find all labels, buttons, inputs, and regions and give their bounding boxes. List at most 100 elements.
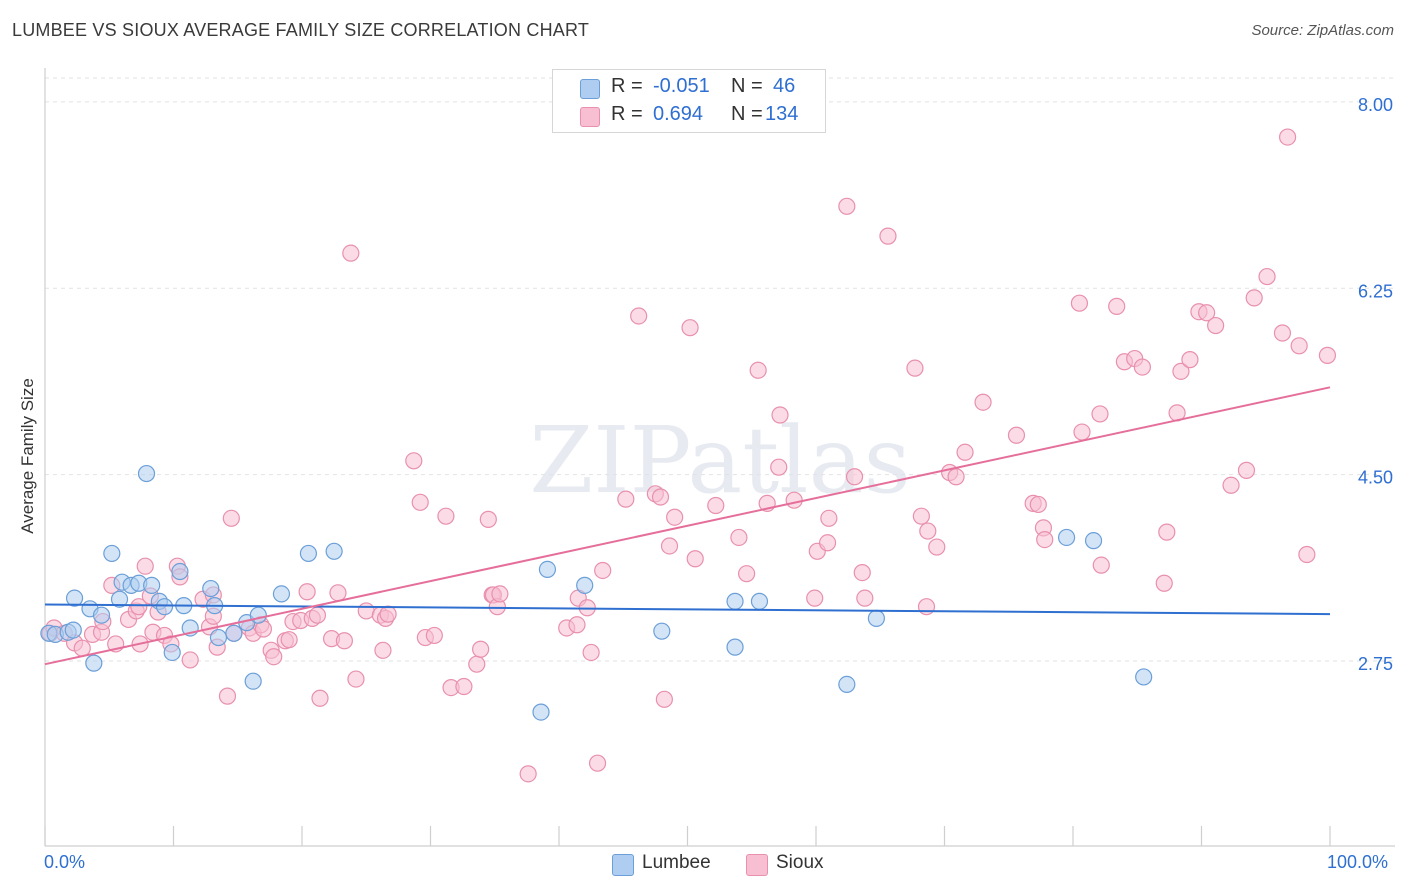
data-point-sioux xyxy=(838,197,856,215)
data-point-sioux xyxy=(1158,523,1176,541)
data-point-sioux xyxy=(130,598,148,616)
data-point-sioux xyxy=(707,496,725,515)
x-tick-label-max: 100.0% xyxy=(1327,852,1389,872)
data-point-lumbee xyxy=(867,609,885,627)
data-point-sioux xyxy=(771,406,789,424)
data-point-sioux xyxy=(379,605,397,623)
lumbee-swatch xyxy=(580,79,600,99)
data-point-sioux xyxy=(856,589,874,607)
data-point-lumbee xyxy=(64,621,82,639)
data-point-lumbee xyxy=(137,464,156,483)
data-point-sioux xyxy=(347,670,365,688)
data-point-sioux xyxy=(1133,358,1151,376)
lumbee-legend-swatch xyxy=(612,854,634,876)
lumbee-r-value: -0.051 xyxy=(653,75,710,97)
data-point-sioux xyxy=(879,227,897,245)
data-point-sioux xyxy=(280,631,298,649)
data-point-sioux xyxy=(919,522,937,540)
data-point-sioux xyxy=(1029,495,1047,514)
data-point-sioux xyxy=(853,563,871,582)
data-point-lumbee xyxy=(103,544,121,563)
data-point-sioux xyxy=(630,307,648,325)
data-point-sioux xyxy=(298,583,316,601)
data-point-sioux xyxy=(491,585,509,603)
data-point-sioux xyxy=(594,561,612,580)
data-point-sioux xyxy=(1092,556,1110,574)
data-point-sioux xyxy=(1036,530,1054,549)
data-point-sioux xyxy=(1318,346,1337,364)
data-point-sioux xyxy=(136,557,154,575)
data-point-sioux xyxy=(947,468,965,486)
data-point-sioux xyxy=(617,490,635,508)
y-tick-label: 2.75 xyxy=(1358,654,1393,674)
data-point-sioux xyxy=(411,493,429,511)
data-point-sioux xyxy=(265,648,283,666)
data-point-lumbee xyxy=(838,675,856,694)
data-point-lumbee xyxy=(155,598,174,616)
data-point-sioux xyxy=(730,528,748,547)
data-point-sioux xyxy=(928,538,946,556)
data-point-lumbee xyxy=(249,606,267,624)
data-point-lumbee xyxy=(202,579,220,598)
data-point-sioux xyxy=(1222,476,1240,494)
data-point-lumbee xyxy=(726,638,744,656)
source-credit: Source: ZipAtlas.com xyxy=(1251,22,1394,39)
data-point-sioux xyxy=(906,359,924,377)
data-point-sioux xyxy=(468,655,486,673)
data-point-sioux xyxy=(1273,324,1292,342)
y-tick-labels: 2.75 4.50 6.25 8.00 xyxy=(1358,95,1393,674)
data-point-sioux xyxy=(845,468,864,486)
data-point-sioux xyxy=(425,626,443,645)
data-point-sioux xyxy=(222,509,240,527)
data-point-sioux xyxy=(1198,304,1216,322)
data-point-sioux xyxy=(582,643,600,662)
data-point-lumbee xyxy=(272,585,291,603)
sioux-swatch xyxy=(580,107,600,127)
data-point-lumbee xyxy=(244,672,262,690)
data-point-sioux xyxy=(1155,574,1173,592)
gridlines xyxy=(45,77,1395,662)
stats-row-lumbee: R = -0.051 N = 46 xyxy=(553,73,825,101)
x-tick-label-min: 0.0% xyxy=(44,852,86,872)
lumbee-n-value: 46 xyxy=(773,75,796,97)
data-point-sioux xyxy=(479,510,497,528)
stats-box: R = -0.051 N = 46 R = 0.694 N = 134 xyxy=(552,69,826,133)
data-point-lumbee xyxy=(92,606,111,624)
y-tick-label: 4.50 xyxy=(1358,468,1393,488)
data-point-sioux xyxy=(455,677,473,696)
data-point-sioux xyxy=(342,244,360,262)
data-point-sioux xyxy=(1007,426,1026,444)
trend-lines xyxy=(44,386,1331,666)
data-point-sioux xyxy=(749,361,767,379)
legend-label-sioux: Sioux xyxy=(776,852,824,873)
data-point-sioux xyxy=(1172,362,1190,380)
data-point-sioux xyxy=(917,598,936,616)
data-point-sioux xyxy=(974,393,992,411)
data-point-sioux xyxy=(335,632,354,650)
data-point-lumbee xyxy=(538,560,557,579)
data-point-sioux xyxy=(956,443,974,461)
data-point-sioux xyxy=(1108,297,1126,315)
data-point-lumbee xyxy=(653,622,671,640)
data-point-sioux xyxy=(329,584,347,602)
data-point-lumbee xyxy=(85,654,103,672)
data-point-sioux xyxy=(308,606,327,624)
data-point-sioux xyxy=(785,491,803,509)
data-point-lumbee xyxy=(299,544,318,563)
data-point-sioux xyxy=(568,616,586,634)
y-tick-label: 8.00 xyxy=(1358,95,1393,115)
data-point-sioux xyxy=(770,458,788,476)
stats-row-sioux: R = 0.694 N = 134 xyxy=(553,101,825,129)
data-point-sioux xyxy=(405,452,423,470)
data-point-sioux xyxy=(818,534,837,552)
data-point-lumbee xyxy=(576,576,594,594)
data-point-lumbee xyxy=(532,703,550,721)
data-point-lumbee xyxy=(1135,668,1153,686)
r-label: R = xyxy=(611,103,643,125)
data-point-lumbee xyxy=(143,576,161,594)
sioux-trend-line xyxy=(44,386,1331,666)
data-point-sioux xyxy=(181,651,199,669)
r-label: R = xyxy=(611,75,643,97)
n-label: N = xyxy=(731,103,763,125)
data-point-sioux xyxy=(738,565,756,583)
